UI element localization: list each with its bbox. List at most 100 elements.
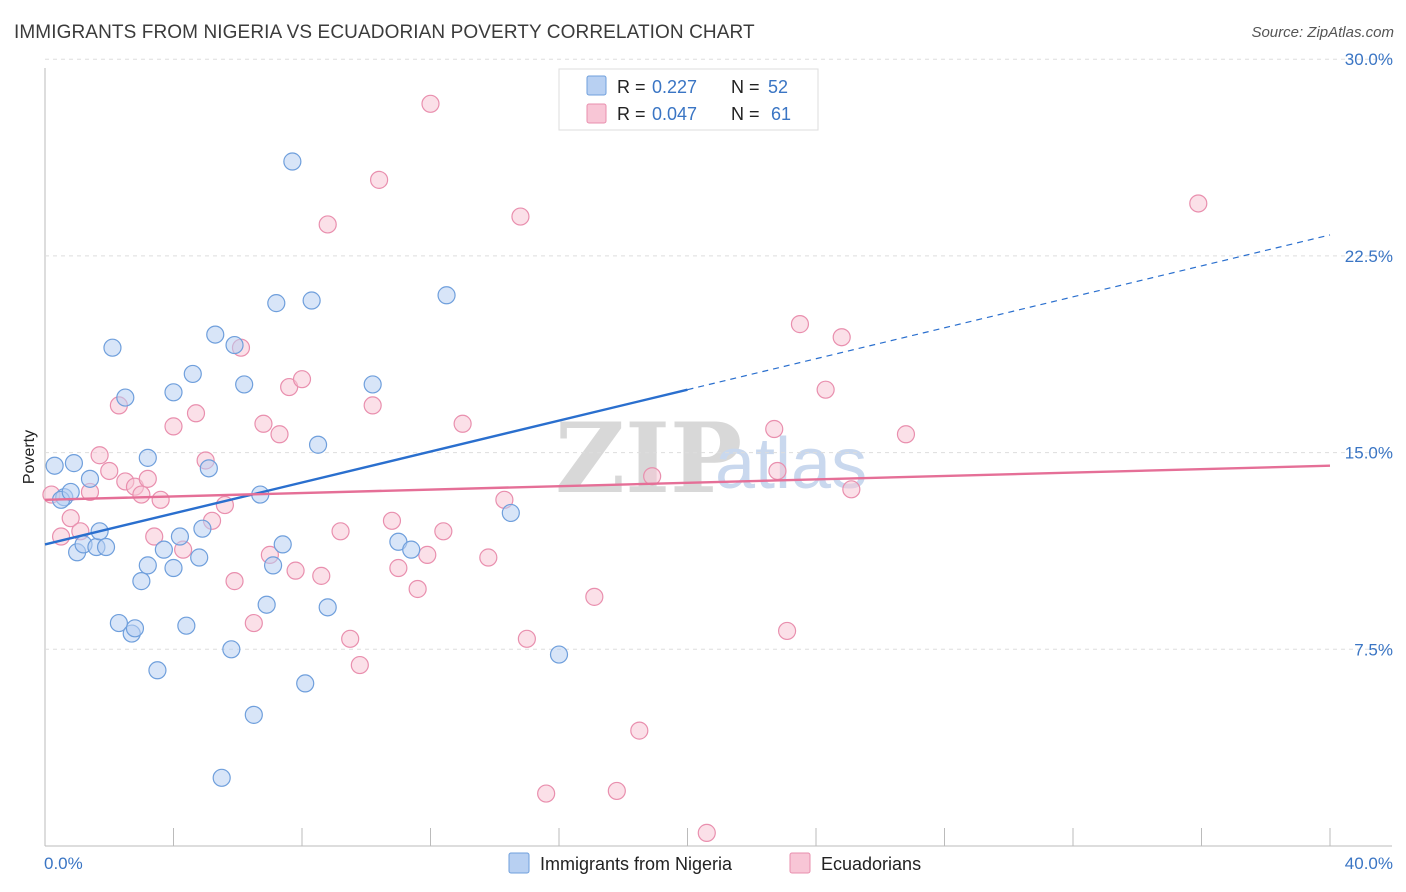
ecuadorians-point (225, 572, 244, 591)
ecuadorians-trend-line (44, 464, 1331, 502)
bottom-legend-nigeria: Immigrants from Nigeria (540, 854, 733, 874)
nigeria-point (170, 527, 190, 546)
nigeria-point (318, 598, 337, 617)
legend-r-label-1: R = (617, 77, 646, 97)
nigeria-trend-line (44, 388, 688, 546)
y-tick-label: 7.5% (1354, 640, 1393, 659)
ecuadorians-point (286, 561, 305, 580)
nigeria-point (154, 540, 173, 559)
ecuadorians-point (607, 781, 626, 801)
nigeria-point (267, 294, 286, 313)
nigeria-point (103, 338, 122, 357)
nigeria-point (164, 383, 183, 402)
bottom-legend-swatch-nigeria (508, 852, 530, 874)
legend-n-label-2: N = (731, 104, 760, 124)
ecuadorians-point (292, 370, 312, 389)
ecuadorians-point (408, 579, 427, 599)
ecuadorians-point (643, 467, 662, 486)
nigeria-point (190, 548, 209, 567)
ecuadorians-point (100, 461, 119, 481)
ecuadorians-point (138, 469, 157, 488)
nigeria-point (263, 556, 283, 575)
ecuadorians-point (479, 548, 498, 567)
ecuadorians-point (370, 170, 389, 189)
ecuadorians-point (630, 721, 649, 740)
nigeria-point (212, 768, 231, 787)
nigeria-point (273, 535, 292, 554)
nigeria-point (283, 152, 302, 171)
y-tick-label: 22.5% (1345, 247, 1393, 266)
series-legend: Immigrants from Nigeria Ecuadorians (508, 852, 921, 874)
bottom-legend-swatch-ecuadorians (789, 852, 811, 874)
ecuadorians-point (363, 396, 382, 415)
watermark-zip: ZIP (555, 402, 742, 515)
nigeria-point (183, 364, 202, 384)
ecuadorians-point (145, 527, 164, 546)
nigeria-point (363, 375, 382, 394)
y-axis-tick-labels: 7.5% 15.0% 22.5% 30.0% (1345, 50, 1393, 659)
nigeria-point (549, 645, 569, 664)
legend-n-value-1: 52 (768, 77, 788, 97)
ecuadorians-point (270, 425, 289, 444)
legend-r-value-1: 0.227 (652, 77, 697, 97)
ecuadorians-point (896, 425, 916, 444)
ecuadorians-point (1189, 194, 1208, 213)
legend-swatch-nigeria (586, 75, 607, 96)
nigeria-trend-extension (687, 234, 1331, 391)
nigeria-point (64, 454, 84, 473)
ecuadorians-point (517, 629, 536, 648)
nigeria-point (244, 705, 263, 724)
nigeria-point (61, 482, 80, 502)
nigeria-point (193, 519, 212, 538)
ecuadorians-point (341, 629, 360, 648)
ecuadorians-point (164, 417, 183, 436)
ecuadorians-point (389, 558, 408, 578)
x-axis-ticks (44, 828, 1331, 846)
ecuadorians-point (418, 545, 437, 564)
nigeria-point (206, 325, 225, 344)
y-axis-label: Poverty (21, 430, 38, 484)
ecuadorians-point (151, 490, 170, 509)
ecuadorians-point (318, 215, 337, 234)
nigeria-point (96, 537, 116, 557)
ecuadorians-point (186, 404, 206, 423)
nigeria-point (177, 616, 196, 635)
ecuadorians-point (765, 419, 784, 439)
nigeria-point (80, 469, 100, 488)
nigeria-point (125, 619, 145, 638)
nigeria-point (148, 661, 167, 680)
nigeria-point (257, 595, 276, 614)
ecuadorians-point (697, 823, 716, 842)
ecuadorians-point (312, 566, 331, 585)
ecuadorians-point (832, 328, 851, 347)
ecuadorians-points (42, 94, 1208, 842)
stats-legend: R = 0.227 N = 52 R = 0.047 N = 61 (558, 68, 819, 131)
nigeria-point (138, 556, 157, 575)
watermark-atlas: atlas (715, 424, 867, 504)
ecuadorians-point (842, 480, 861, 499)
y-tick-label: 15.0% (1345, 444, 1393, 463)
x-tick-label-max: 40.0% (1345, 854, 1393, 873)
ecuadorians-point (434, 522, 453, 541)
ecuadorians-point (132, 485, 151, 504)
ecuadorians-point (244, 613, 263, 633)
nigeria-point (308, 435, 328, 454)
ecuadorians-point (453, 414, 472, 433)
ecuadorians-point (90, 446, 109, 465)
legend-r-label-2: R = (617, 104, 646, 124)
legend-n-label-1: N = (731, 77, 760, 97)
legend-n-value-2: 61 (771, 104, 791, 124)
ecuadorians-point (777, 621, 797, 641)
nigeria-point (222, 640, 241, 659)
nigeria-point (235, 375, 254, 394)
gridlines (45, 58, 1392, 650)
nigeria-point (501, 503, 520, 523)
ecuadorians-point (537, 784, 556, 803)
nigeria-point (296, 674, 315, 693)
nigeria-point (138, 448, 157, 467)
ecuadorians-point (768, 461, 787, 481)
ecuadorians-point (350, 655, 369, 675)
ecuadorians-point (585, 587, 604, 606)
nigeria-point (402, 540, 421, 559)
ecuadorians-point (382, 511, 402, 530)
